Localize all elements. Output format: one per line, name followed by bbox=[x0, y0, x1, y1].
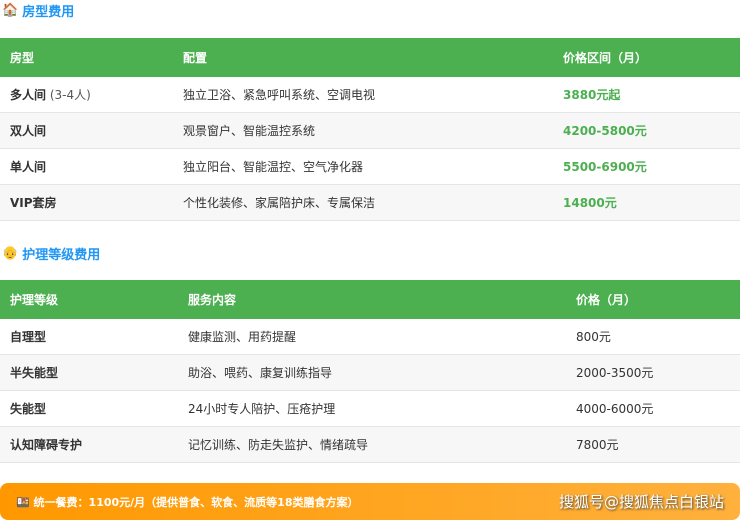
header-price: 价格（月） bbox=[566, 280, 740, 319]
table-row: 失能型 24小时专人陪护、压疮护理 4000-6000元 bbox=[0, 390, 740, 427]
care-service: 24小时专人陪护、压疮护理 bbox=[178, 390, 566, 427]
table-row: 半失能型 助浴、喂药、康复训练指导 2000-3500元 bbox=[0, 354, 740, 391]
room-note: (3-4人) bbox=[49, 88, 91, 102]
room-table: 房型 配置 价格区间（月） 多人间 (3-4人) 独立卫浴、紧急呼叫系统、空调电视 38… bbox=[0, 38, 740, 221]
care-level: 认知障碍专护 bbox=[0, 426, 178, 463]
care-level: 自理型 bbox=[0, 319, 178, 355]
header-room: 房型 bbox=[0, 38, 173, 77]
room-config: 独立卫浴、紧急呼叫系统、空调电视 bbox=[173, 77, 553, 113]
table-row: 单人间 独立阳台、智能温控、空气净化器 5500-6900元 bbox=[0, 148, 740, 185]
care-section-title: 👴 护理等级费用 bbox=[2, 246, 101, 263]
room-name: 双人间 bbox=[10, 124, 47, 138]
house-icon: 🏠 bbox=[2, 3, 19, 18]
room-name: 多人间 bbox=[10, 88, 47, 102]
room-price: 3880元起 bbox=[553, 77, 740, 113]
table-row: 多人间 (3-4人) 独立卫浴、紧急呼叫系统、空调电视 3880元起 bbox=[0, 77, 740, 113]
care-price: 2000-3500元 bbox=[566, 354, 740, 391]
care-price: 7800元 bbox=[566, 426, 740, 463]
care-level: 失能型 bbox=[0, 390, 178, 427]
care-service: 助浴、喂药、康复训练指导 bbox=[178, 354, 566, 391]
care-service: 记忆训练、防走失监护、情绪疏导 bbox=[178, 426, 566, 463]
room-config: 个性化装修、家属陪护床、专属保洁 bbox=[173, 184, 553, 221]
room-price: 14800元 bbox=[553, 184, 740, 221]
care-price: 800元 bbox=[566, 319, 740, 355]
room-config: 观景窗户、智能温控系统 bbox=[173, 112, 553, 149]
table-row: 双人间 观景窗户、智能温控系统 4200-5800元 bbox=[0, 112, 740, 149]
watermark: 搜狐号@搜狐焦点白银站 bbox=[558, 493, 724, 511]
room-price: 4200-5800元 bbox=[553, 112, 740, 149]
care-price: 4000-6000元 bbox=[566, 390, 740, 427]
room-price: 5500-6900元 bbox=[553, 148, 740, 185]
meal-text: 统一餐费：1100元/月（提供普食、软食、流质等18类膳食方案） bbox=[33, 495, 359, 509]
room-config: 独立阳台、智能温控、空气净化器 bbox=[173, 148, 553, 185]
header-config: 配置 bbox=[173, 38, 553, 77]
care-service: 健康监测、用药提醒 bbox=[178, 319, 566, 355]
table-row: 自理型 健康监测、用药提醒 800元 bbox=[0, 319, 740, 355]
header-price: 价格区间（月） bbox=[553, 38, 740, 77]
meal-banner: 🍱 统一餐费：1100元/月（提供普食、软食、流质等18类膳食方案） 搜狐号@搜… bbox=[0, 483, 740, 520]
room-section-title: 🏠 房型费用 bbox=[2, 3, 75, 20]
room-name: VIP套房 bbox=[10, 196, 57, 210]
table-row: 认知障碍专护 记忆训练、防走失监护、情绪疏导 7800元 bbox=[0, 426, 740, 463]
care-table: 护理等级 服务内容 价格（月） 自理型 健康监测、用药提醒 800元 半失能型 助浴、喂药、… bbox=[0, 280, 740, 463]
care-level: 半失能型 bbox=[0, 354, 178, 391]
meal-icon: 🍱 bbox=[16, 495, 30, 509]
header-service: 服务内容 bbox=[178, 280, 566, 319]
elder-face-icon: 👴 bbox=[2, 246, 19, 261]
room-name: 单人间 bbox=[10, 160, 47, 174]
header-level: 护理等级 bbox=[0, 280, 178, 319]
table-row: VIP套房 个性化装修、家属陪护床、专属保洁 14800元 bbox=[0, 184, 740, 221]
